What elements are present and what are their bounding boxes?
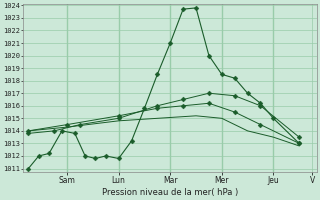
X-axis label: Pression niveau de la mer( hPa ): Pression niveau de la mer( hPa ) xyxy=(102,188,238,197)
